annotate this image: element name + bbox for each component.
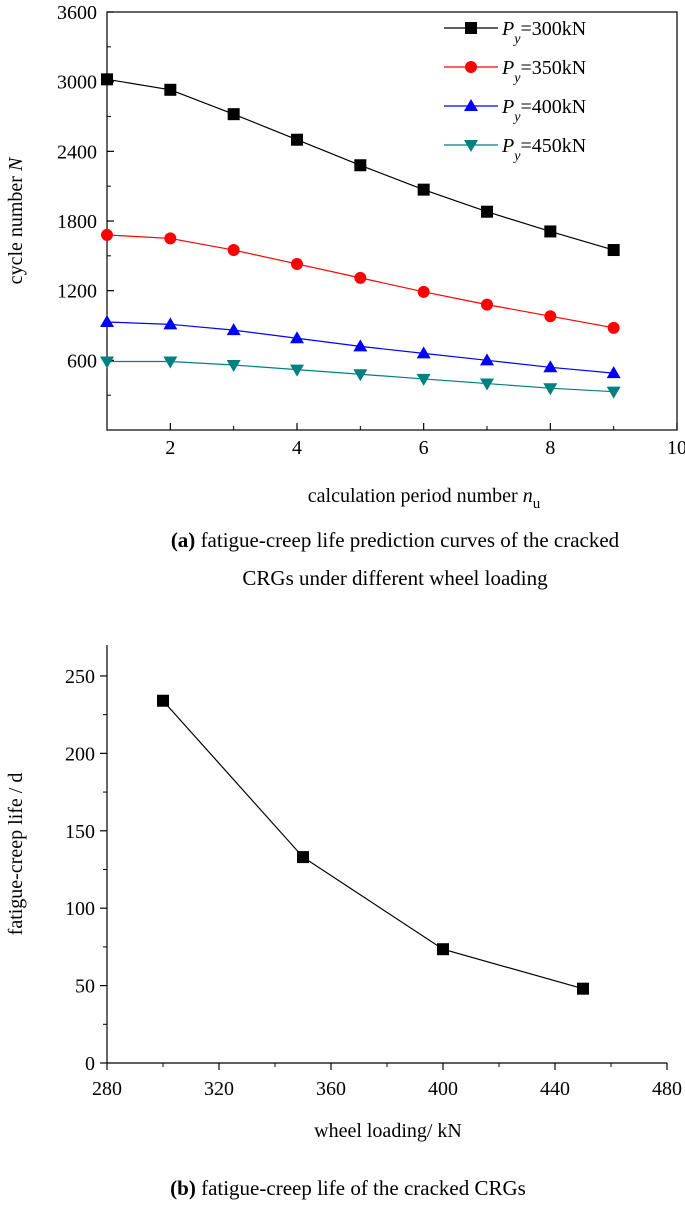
data-point (416, 373, 431, 386)
data-point (101, 73, 113, 86)
chart-b-y-ticks: 0 50 100 150 200 250 (65, 666, 107, 1075)
data-point (543, 383, 558, 396)
chart-b-x-axis-label: wheel loading/ kN (314, 1120, 462, 1142)
chart-a-x-axis-label: calculation period number nu (308, 485, 541, 512)
data-point (607, 244, 620, 257)
x-tick-label: 320 (204, 1078, 234, 1100)
chart-a-caption-line-2: CRGs under different wheel loading (242, 566, 548, 590)
y-tick-label: 200 (65, 743, 95, 765)
legend-marker (464, 99, 478, 111)
data-point (544, 310, 557, 323)
x-tick-label: 2 (165, 437, 175, 459)
data-point (290, 364, 304, 377)
chart-a-legend: Py=300kN Py=350kN Py=400kN Py=450kN (444, 18, 586, 164)
x-tick-label: 400 (428, 1078, 458, 1100)
chart-a-y-axis-label: cycle number N (5, 156, 27, 284)
chart-b-series-layer (157, 694, 589, 995)
data-point (163, 356, 178, 369)
chart-a-caption-line-1: (a) fatigue-creep life prediction curves… (171, 528, 620, 552)
data-point (227, 108, 240, 121)
data-point (291, 257, 303, 270)
data-point (227, 244, 240, 257)
data-point (101, 228, 113, 241)
chart-a-x-ticks: 2 4 6 8 10 (165, 423, 685, 459)
series-line-0 (162, 700, 584, 990)
data-point (480, 353, 494, 366)
data-point (291, 133, 303, 146)
data-point (226, 359, 241, 372)
data-point (606, 366, 621, 379)
data-point (354, 159, 367, 172)
data-point (481, 298, 493, 311)
data-point (100, 356, 114, 369)
y-tick-label: 0 (85, 1053, 95, 1075)
data-point (480, 378, 494, 391)
legend-marker (464, 140, 478, 152)
chart-a-y-ticks: 600 1200 1800 2400 3000 3600 (57, 2, 114, 396)
y-tick-label: 1800 (57, 211, 97, 233)
y-tick-label: 2400 (57, 141, 97, 163)
data-point (481, 205, 493, 218)
data-point (417, 285, 430, 298)
legend-label: Py=350kN (501, 57, 586, 86)
data-point (297, 851, 309, 864)
legend-marker (465, 22, 477, 34)
data-point (354, 271, 367, 284)
chart-a-plot-frame (106, 11, 678, 431)
x-tick-label: 480 (652, 1078, 682, 1100)
y-tick-label: 100 (65, 898, 95, 920)
data-point (164, 83, 177, 96)
y-tick-label: 1200 (57, 281, 97, 303)
x-tick-label: 4 (292, 437, 302, 459)
data-point (226, 323, 241, 336)
chart-b-y-axis-label: fatigue-creep life / d (5, 773, 27, 936)
data-point (290, 331, 304, 344)
x-tick-label: 280 (92, 1078, 122, 1100)
legend-label: Py=300kN (501, 18, 586, 47)
y-tick-label: 3600 (57, 2, 97, 24)
y-tick-label: 600 (67, 350, 97, 372)
data-point (163, 317, 178, 330)
x-tick-label: 360 (316, 1078, 346, 1100)
data-point (543, 360, 558, 373)
data-point (353, 339, 368, 352)
chart-b: 0 50 100 150 200 250 280 320 360 400 440 480 fatig… (5, 645, 682, 1200)
y-tick-label: 3000 (57, 72, 97, 94)
data-point (164, 232, 177, 245)
legend-label: Py=450kN (501, 135, 586, 164)
data-point (544, 225, 557, 238)
data-point (437, 943, 449, 956)
x-tick-label: 10 (667, 437, 685, 459)
chart-b-x-ticks: 280 320 360 400 440 480 (92, 1063, 682, 1100)
y-tick-label: 250 (65, 666, 95, 688)
data-point (417, 183, 430, 196)
chart-a-series-layer (100, 73, 621, 399)
chart-b-caption: (b) fatigue-creep life of the cracked CR… (170, 1176, 526, 1200)
data-point (607, 321, 620, 334)
data-point (353, 369, 368, 382)
data-point (157, 694, 169, 707)
legend-label: Py=400kN (501, 96, 586, 125)
data-point (100, 315, 114, 328)
data-point (416, 346, 431, 359)
x-tick-label: 6 (419, 437, 429, 459)
y-tick-label: 50 (75, 976, 95, 998)
data-point (577, 982, 589, 995)
x-tick-label: 8 (545, 437, 555, 459)
y-tick-label: 150 (65, 821, 95, 843)
legend-marker (465, 61, 477, 73)
data-point (606, 386, 621, 399)
x-tick-label: 440 (540, 1078, 570, 1100)
